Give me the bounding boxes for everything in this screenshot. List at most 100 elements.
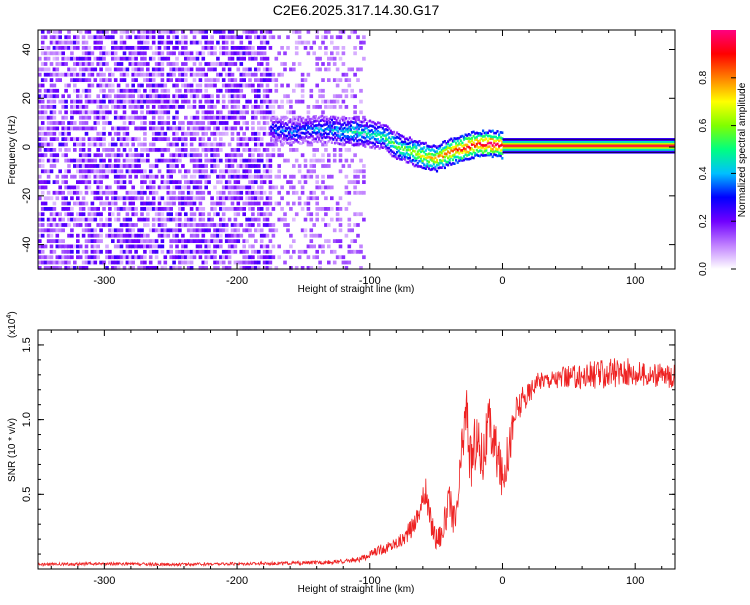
spectrogram-cell (230, 110, 235, 115)
spectrogram-cell (49, 244, 54, 249)
spectrogram-cell (137, 126, 141, 131)
spectrogram-cell (257, 137, 261, 141)
spectrogram-cell (251, 174, 255, 179)
spectrogram-cell (134, 46, 138, 50)
signal-track-cell (386, 146, 389, 150)
spectrogram-cell (128, 153, 133, 158)
spectrogram-cell (248, 46, 252, 50)
spectrogram-cell (146, 148, 150, 152)
spectrogram-cell (181, 105, 185, 109)
spectrogram-cell (58, 51, 62, 56)
spectrogram-cell (143, 239, 147, 243)
spectrogram-cell (137, 29, 141, 34)
spectrogram-cell (350, 29, 354, 34)
spectrogram-cell (350, 228, 354, 233)
spectrogram-cell (268, 169, 273, 174)
signal-track-cell (275, 130, 278, 133)
spectrogram-cell (146, 223, 150, 227)
spectrogram-cell (181, 67, 185, 72)
spectrogram-cell (254, 201, 258, 206)
signal-track-cell (380, 139, 383, 142)
signal-track-cell (302, 121, 305, 125)
x-tick-label: -200 (226, 575, 248, 587)
spectrogram-cell (254, 196, 258, 201)
signal-track-cell (461, 149, 464, 152)
spectrogram-cell (192, 180, 197, 184)
spectrogram-cell (140, 148, 144, 152)
spectrogram-cell (163, 131, 168, 136)
spectrogram-cell (40, 158, 45, 163)
spectrogram-cell (67, 212, 71, 217)
spectrogram-cell (111, 260, 115, 265)
signal-track-cell (405, 155, 408, 159)
signal-track-cell (375, 140, 378, 144)
signal-track-cell (333, 121, 337, 125)
signal-track-cell (405, 151, 408, 155)
spectrogram-cell (116, 196, 121, 201)
spectrogram-cell (108, 131, 112, 136)
spectrogram-cell (108, 164, 112, 168)
spectrogram-cell (338, 239, 343, 243)
spectrogram-cell (90, 217, 95, 222)
spectrogram-cell (125, 228, 130, 233)
spectrogram-cell (338, 196, 343, 201)
spectrogram-cell (294, 46, 299, 50)
spectrogram-cell (327, 260, 331, 265)
spectrogram-cell (105, 185, 109, 190)
signal-track-cell (427, 160, 431, 164)
signal-track-cell (461, 157, 464, 160)
spectrogram-cell (90, 201, 95, 206)
spectrogram-cell (251, 126, 255, 131)
signal-track-cell (413, 156, 416, 160)
spectrogram-cell (61, 223, 65, 227)
spectrogram-cell (327, 105, 331, 109)
spectrogram-cell (213, 249, 217, 254)
spectrogram-cell (198, 239, 203, 243)
spectrogram-cell (99, 185, 103, 190)
signal-track-cell (362, 144, 365, 147)
spectrogram-cell (181, 164, 185, 168)
spectrogram-cell (294, 29, 299, 34)
signal-track-cell (491, 155, 494, 159)
signal-track-cell (485, 146, 488, 150)
spectrogram-cell (166, 233, 171, 238)
spectrogram-cell (38, 153, 42, 158)
signal-track-cell (326, 121, 329, 124)
spectrogram-cell (265, 131, 270, 136)
spectrogram-cell (163, 207, 168, 211)
spectrogram-cell (146, 158, 150, 163)
spectrogram-cell (327, 62, 331, 66)
spectrogram-cell (259, 62, 264, 66)
signal-track-cell (459, 156, 462, 159)
spectrogram-cell (111, 46, 115, 50)
signal-track-cell (442, 163, 445, 167)
spectrogram-cell (84, 115, 89, 120)
spectrogram-cell (64, 249, 68, 254)
spectrogram-cell (105, 196, 109, 201)
spectrogram-cell (84, 105, 89, 109)
spectrogram-cell (87, 180, 92, 184)
spectrogram-cell (113, 174, 118, 179)
spectrogram-cell (61, 201, 65, 206)
spectrogram-cell (140, 67, 144, 72)
signal-track-cell (361, 141, 364, 145)
spectrogram-cell (184, 94, 188, 99)
spectrogram-cell (219, 239, 223, 243)
spectrogram-cell (347, 249, 352, 254)
signal-track-cell (292, 141, 295, 144)
signal-track-cell (306, 115, 310, 119)
signal-track-cell (332, 137, 335, 141)
spectrogram-cell (38, 67, 42, 72)
signal-track-cell (475, 144, 478, 148)
spectrogram-cell (61, 72, 65, 77)
spectrogram-cell (251, 110, 255, 115)
signal-track-cell (426, 165, 429, 168)
spectrogram-cell (146, 78, 150, 82)
spectrogram-cell (134, 148, 138, 152)
signal-track-cell (380, 131, 383, 135)
spectrogram-cell (55, 121, 60, 125)
spectrogram-cell (81, 35, 86, 40)
spectrogram-cell (119, 46, 124, 50)
spectrogram-cell (259, 255, 264, 260)
signal-track-cell (311, 138, 314, 141)
